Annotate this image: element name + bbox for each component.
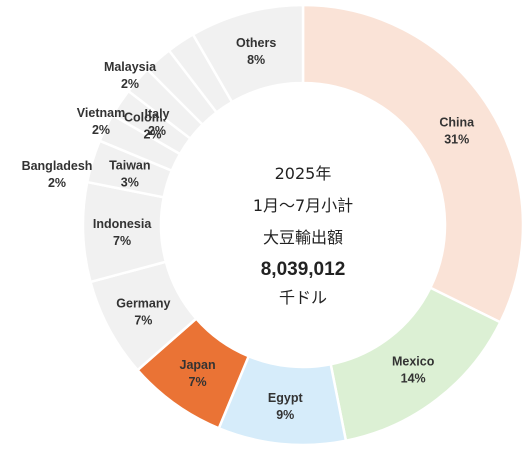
label-vietnam: Vietnam 2% [77, 106, 125, 137]
label-egypt: Egypt 9% [268, 391, 304, 422]
label-taiwan-name: Taiwan [109, 158, 150, 172]
label-others-name: Others [236, 36, 276, 50]
label-colombia-percent: 2% [143, 127, 161, 141]
label-japan-name: Japan [180, 358, 216, 372]
center-unit: 千ドル [279, 288, 327, 307]
label-italy: Italy 2% [144, 107, 169, 138]
outside-labels: Bangladesh 2% Vietnam 2% Italy 2% Malaysia 2% [22, 60, 170, 190]
label-mexico: Mexico 14% [392, 355, 435, 386]
label-germany-percent: 7% [134, 313, 152, 327]
label-mexico-name: Mexico [392, 355, 435, 369]
label-japan: Japan 7% [180, 358, 216, 389]
slice-china [301, 3, 525, 324]
label-malaysia-name: Malaysia [104, 60, 157, 74]
label-malaysia: Malaysia 2% [104, 60, 157, 91]
label-taiwan-percent: 3% [121, 175, 139, 189]
label-vietnam-percent: 2% [92, 123, 110, 137]
label-china-percent: 31% [444, 132, 469, 146]
label-egypt-percent: 9% [276, 408, 294, 422]
center-period: 1月〜7月小計 [253, 196, 353, 215]
center-year: 2025年 [275, 164, 332, 183]
label-italy-name: Italy [144, 107, 169, 121]
label-italy-percent: 2% [148, 124, 166, 138]
label-bangladesh-name: Bangladesh [22, 159, 93, 173]
label-taiwan: Taiwan 3% [109, 158, 150, 189]
label-japan-percent: 7% [189, 375, 207, 389]
label-mexico-percent: 14% [401, 372, 426, 386]
label-others-percent: 8% [247, 53, 265, 67]
label-china-name: China [439, 115, 475, 129]
label-others: Others 8% [236, 36, 276, 67]
label-indonesia-name: Indonesia [93, 217, 152, 231]
label-vietnam-name: Vietnam [77, 106, 125, 120]
label-bangladesh-percent: 2% [48, 176, 66, 190]
center-metric: 大豆輸出額 [263, 228, 343, 247]
label-bangladesh: Bangladesh 2% [22, 159, 93, 190]
label-china: China 31% [439, 115, 475, 146]
label-indonesia: Indonesia 7% [93, 217, 152, 248]
slice-others [191, 3, 305, 104]
label-germany: Germany 7% [116, 296, 170, 327]
label-malaysia-percent: 2% [121, 77, 139, 91]
label-indonesia-percent: 7% [113, 234, 131, 248]
donut-slices: China 31% Mexico 14% Egypt 9% Japan 7% Germany 7%… [81, 3, 525, 447]
center-total-value: 8,039,012 [261, 259, 346, 280]
label-egypt-name: Egypt [268, 391, 304, 405]
label-germany-name: Germany [116, 296, 170, 310]
center-label: 2025年 1月〜7月小計 大豆輸出額 8,039,012 千ドル [253, 164, 353, 307]
